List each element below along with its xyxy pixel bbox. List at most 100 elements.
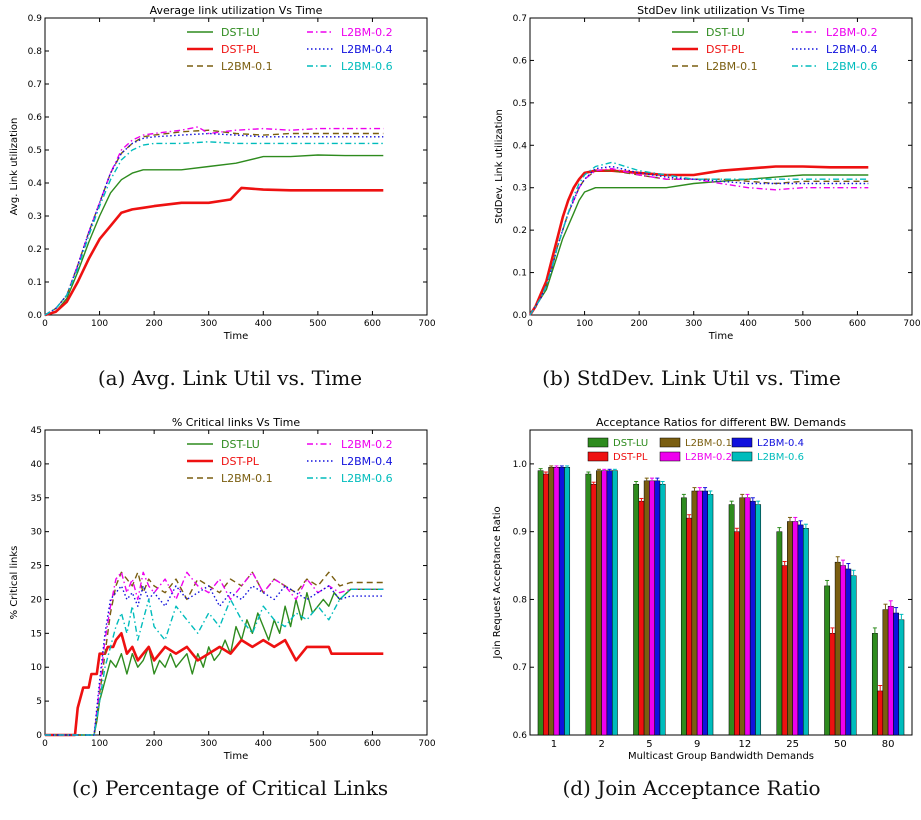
- series-line-dst-lu: [529, 174, 869, 316]
- x-tick-label: 200: [146, 319, 163, 329]
- y-tick-label: 0.5: [28, 146, 42, 156]
- bar-dst-pl: [734, 531, 740, 736]
- legend-label: L2BM-0.6: [826, 60, 878, 73]
- series-line-l2bm-0-6: [529, 161, 869, 316]
- series-line-l2bm-0-1: [44, 129, 384, 316]
- x-axis-label: Multicast Group Bandwidth Demands: [628, 751, 814, 762]
- series-line-l2bm-0-1: [45, 571, 384, 736]
- x-axis-label: Time: [708, 331, 733, 342]
- chart-title: % Critical links Vs Time: [172, 416, 301, 429]
- y-tick-label: 0.3: [28, 212, 42, 222]
- y-tick-label: 0.0: [28, 311, 43, 321]
- bar-l2bm-0-4: [702, 490, 708, 736]
- x-tick-label: 100: [576, 319, 593, 329]
- x-tick-label: 500: [309, 319, 326, 329]
- legend-label: DST-LU: [613, 438, 648, 449]
- series-line-l2bm-0-4: [529, 165, 869, 316]
- bar-l2bm-0-1: [787, 521, 793, 736]
- bar-l2bm-0-4: [893, 612, 899, 736]
- caption-d: (d) Join Acceptance Ratio: [562, 776, 821, 800]
- legend-label: L2BM-0.6: [341, 60, 393, 73]
- chart-title: Acceptance Ratios for different BW. Dema…: [596, 416, 846, 429]
- bar-dst-pl: [543, 473, 549, 736]
- legend-label: DST-PL: [613, 452, 648, 463]
- x-tick-label: 200: [631, 319, 648, 329]
- caption-c: (c) Percentage of Critical Links: [71, 776, 389, 800]
- y-tick-label: 0.1: [28, 278, 42, 288]
- bar-l2bm-0-6: [802, 528, 809, 736]
- y-tick-label: 0.5: [513, 99, 527, 109]
- x-tick-label: 600: [849, 319, 866, 329]
- bar-l2bm-0-6: [564, 467, 571, 736]
- caption-b: (b) StdDev. Link Util vs. Time: [542, 366, 841, 390]
- series-line-l2bm-0-6: [45, 588, 384, 736]
- chart-title: Average link utilization Vs Time: [150, 4, 323, 17]
- bar-l2bm-0-4: [845, 568, 852, 736]
- bar-dst-lu: [871, 633, 878, 736]
- x-axis-label: Time: [223, 331, 248, 342]
- plot-frame: [529, 17, 913, 316]
- series-line-l2bm-0-2: [44, 126, 384, 316]
- legend-swatch: [659, 437, 681, 448]
- bar-dst-lu: [824, 585, 831, 736]
- series-line-l2bm-0-6: [44, 141, 384, 316]
- y-tick-label: 0.8: [513, 595, 528, 605]
- bar-l2bm-0-6: [707, 494, 714, 736]
- y-axis-label: StdDev. Link utilization: [494, 109, 505, 224]
- bar-l2bm-0-6: [755, 504, 762, 736]
- avg-link-util-chart: Average link utilization Vs Time 0 100 200 3…: [9, 4, 436, 342]
- bar-dst-pl: [781, 565, 788, 736]
- bar-dst-pl: [686, 517, 693, 736]
- bar-dst-pl: [638, 500, 645, 736]
- plot-frame: [44, 429, 428, 736]
- legend-label: L2BM-0.6: [341, 472, 393, 485]
- bar-l2bm-0-4: [558, 467, 565, 736]
- y-tick-label: 1.0: [513, 460, 528, 470]
- legend-label: L2BM-0.4: [757, 438, 804, 449]
- x-tick-label: 100: [91, 319, 108, 329]
- legend-label: DST-LU: [706, 26, 745, 39]
- series-line-dst-lu: [45, 588, 384, 736]
- bar-dst-lu: [633, 483, 640, 736]
- bar-dst-lu: [585, 473, 592, 736]
- legend-label: L2BM-0.4: [826, 43, 878, 56]
- bar-dst-lu: [776, 531, 783, 736]
- y-tick-label: 15: [31, 629, 42, 639]
- bar-l2bm-0-1: [548, 467, 555, 736]
- y-axis-label: % Critical links: [9, 546, 20, 620]
- legend-label: DST-PL: [221, 43, 260, 56]
- series-line-l2bm-0-2: [529, 167, 869, 316]
- legend-swatch: [731, 451, 753, 462]
- x-tick-label: 25: [786, 739, 799, 750]
- panel-avg-link-util: Average link utilization Vs Time 0 100 200 3…: [0, 0, 440, 342]
- x-tick-label: 50: [834, 739, 847, 750]
- y-tick-label: 0.7: [513, 663, 527, 673]
- x-tick-label: 0: [42, 739, 48, 749]
- legend-label: L2BM-0.2: [826, 26, 878, 39]
- x-tick-label: 100: [91, 739, 108, 749]
- legend-label: L2BM-0.2: [341, 438, 393, 451]
- y-axis-label: Join Request Acceptance Ratio: [492, 506, 503, 659]
- y-axis-label: Avg. Link utilization: [9, 118, 20, 216]
- bar-l2bm-0-6: [850, 575, 857, 736]
- bar-l2bm-0-2: [840, 565, 846, 736]
- legend-label: DST-PL: [221, 455, 260, 468]
- y-tick-label: 20: [31, 595, 43, 605]
- y-tick-label: 0.4: [513, 141, 528, 151]
- x-tick-label: 0: [42, 319, 48, 329]
- y-tick-label: 0.9: [28, 14, 43, 24]
- legend-label: DST-LU: [221, 438, 260, 451]
- legend-label: L2BM-0.2: [341, 26, 393, 39]
- legend-swatch: [587, 437, 609, 448]
- series-line-dst-lu: [44, 154, 384, 316]
- bar-l2bm-0-1: [691, 490, 698, 736]
- plot-frame: [44, 17, 428, 316]
- x-tick-label: 400: [255, 739, 272, 749]
- legend-swatch: [731, 437, 753, 448]
- y-tick-label: 10: [31, 663, 43, 673]
- x-tick-label: 600: [364, 319, 381, 329]
- bar-l2bm-0-2: [744, 497, 751, 736]
- acceptance-ratio-chart: Acceptance Ratios for different BW. Dema…: [492, 416, 913, 762]
- bar-dst-pl: [877, 690, 884, 736]
- bar-dst-pl: [590, 483, 597, 736]
